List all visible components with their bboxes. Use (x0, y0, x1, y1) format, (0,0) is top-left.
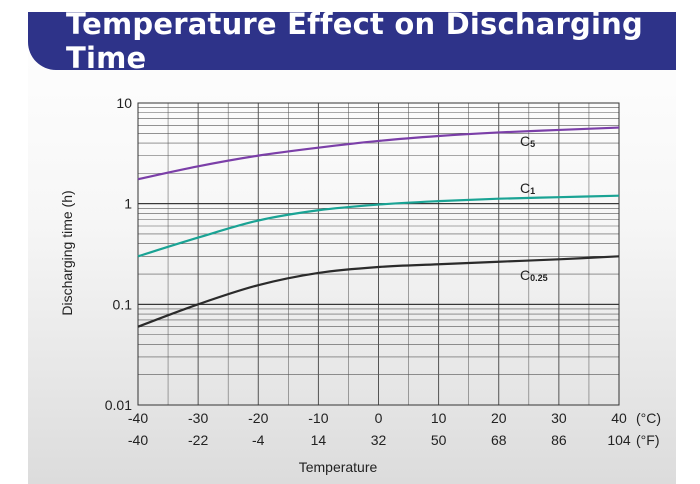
labels-layer: C5 C1 C0.25 (520, 133, 548, 283)
x-tick-label-celsius: -30 (188, 410, 208, 426)
x-tick-label-celsius: 20 (491, 410, 507, 426)
x-tick-label-fahrenheit: 68 (491, 432, 507, 448)
x-axis-title: Temperature (299, 459, 378, 475)
series-line-c5 (137, 126, 620, 181)
series-layer (137, 126, 620, 328)
series-label: C0.25 (520, 267, 548, 283)
y-tick-label: 0.1 (113, 296, 133, 312)
x-tick-label-celsius: -40 (128, 410, 148, 426)
y-tick-label: 0.01 (105, 397, 132, 413)
x-tick-label-celsius: -20 (248, 410, 268, 426)
y-tick-label: 10 (116, 95, 132, 111)
x-tick-label-celsius: 40 (611, 410, 627, 426)
x-tick-label-fahrenheit: 86 (551, 432, 567, 448)
series-line-c1 (137, 194, 620, 258)
x-tick-label-celsius: 0 (375, 410, 383, 426)
x-tick-label-fahrenheit: -22 (188, 432, 208, 448)
grid-lines (137, 102, 620, 406)
x-tick-label-celsius: -10 (308, 410, 328, 426)
series-line-c025 (137, 255, 620, 328)
x-tick-label-fahrenheit: -40 (128, 432, 148, 448)
plot-frame (137, 102, 620, 406)
x-tick-label-celsius: 10 (431, 410, 447, 426)
page-title: Temperature Effect on Discharging Time (66, 7, 643, 75)
series-label: C1 (520, 180, 535, 196)
y-axis-title: Discharging time (h) (59, 190, 75, 315)
series-label: C5 (520, 133, 535, 149)
x-unit-celsius: (°C) (636, 410, 661, 426)
x-tick-label-celsius: 30 (551, 410, 567, 426)
x-tick-label-fahrenheit: -4 (252, 432, 265, 448)
x-tick-label-fahrenheit: 50 (431, 432, 447, 448)
x-unit-fahrenheit: (°F) (636, 432, 659, 448)
title-bar: Temperature Effect on Discharging Time (28, 7, 676, 75)
x-tick-label-fahrenheit: 104 (607, 432, 631, 448)
x-tick-label-fahrenheit: 14 (311, 432, 327, 448)
ticks-layer: 0.01 0.1 1 10 -40 -30 -20 -10 0 10 20 30 40 -40 -22 -4 1… (105, 95, 661, 448)
y-tick-label: 1 (124, 196, 132, 212)
x-tick-label-fahrenheit: 32 (371, 432, 387, 448)
